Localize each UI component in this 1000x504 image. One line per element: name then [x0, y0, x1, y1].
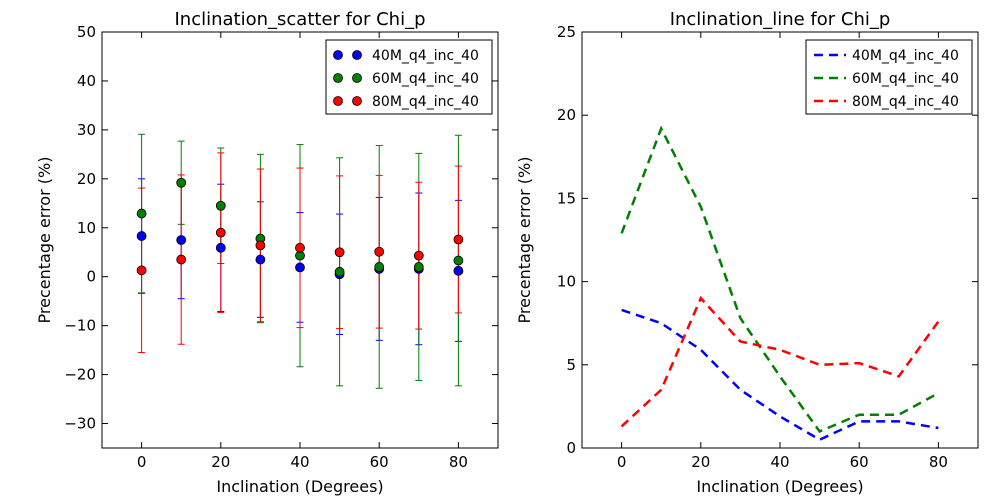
legend-marker	[333, 73, 343, 83]
data-point	[334, 266, 345, 277]
data-point	[374, 246, 385, 257]
data-point	[453, 234, 464, 245]
legend-item: 80M_q4_inc_40	[333, 94, 479, 110]
plot-area	[136, 133, 464, 389]
legend-label: 60M_q4_inc_40	[372, 71, 479, 87]
y-tick-label: 40	[77, 72, 96, 90]
data-point	[176, 177, 187, 188]
data-point	[215, 200, 226, 211]
series-line-80M_q4_inc_40	[620, 295, 940, 428]
x-tick-label: 0	[137, 453, 147, 471]
x-axis-label: Inclination (Degrees)	[696, 477, 863, 496]
y-tick-label: 50	[77, 23, 96, 41]
axes-frame	[581, 31, 979, 449]
legend-item: 60M_q4_inc_40	[333, 71, 479, 87]
legend-item: 80M_q4_inc_40	[814, 94, 959, 110]
series-80M_q4_inc_40-points	[136, 227, 464, 276]
axes-frame	[101, 31, 499, 449]
y-tick-label: −10	[64, 317, 96, 335]
y-tick-label: 0	[566, 439, 576, 457]
x-tick-label: 80	[929, 453, 948, 471]
y-tick-label: 20	[77, 170, 96, 188]
data-point	[295, 242, 305, 253]
y-tick-label: −30	[64, 415, 96, 433]
legend-marker	[352, 50, 362, 60]
y-tick-label: 15	[557, 189, 576, 207]
x-tick-label: 0	[617, 453, 627, 471]
x-tick-label: 40	[290, 453, 309, 471]
series-line-60M_q4_inc_40	[620, 125, 939, 433]
x-tick-label: 80	[449, 453, 468, 471]
data-point	[215, 227, 226, 238]
x-axis-label: Inclination (Degrees)	[216, 477, 383, 496]
x-tick-label: 20	[691, 453, 710, 471]
data-point	[255, 240, 266, 251]
legend-label: 40M_q4_inc_40	[372, 48, 479, 64]
data-point	[255, 254, 266, 265]
data-point	[215, 242, 226, 253]
y-tick-label: 10	[77, 219, 96, 237]
axis-ticks: 0 20 40 60 80 0 5 10 15 20 25	[557, 23, 978, 471]
data-point	[176, 254, 187, 265]
legend-label: 80M_q4_inc_40	[852, 94, 959, 110]
legend-label: 40M_q4_inc_40	[852, 48, 959, 64]
data-point	[295, 262, 305, 273]
plot-area	[620, 125, 940, 442]
data-point	[136, 265, 147, 276]
legend-label: 80M_q4_inc_40	[372, 94, 479, 110]
data-point	[413, 250, 424, 261]
legend: 40M_q4_inc_40 60M_q4_inc_40 80M_q4_inc_40	[325, 39, 493, 115]
data-point	[136, 231, 147, 241]
data-point	[334, 247, 345, 258]
y-tick-label: 5	[566, 356, 576, 374]
data-point	[453, 265, 464, 276]
y-tick-label: 10	[557, 273, 576, 291]
axis-ticks: 0 20 40 60 80 −30 −20 −10 0 10 20 30 40 50	[64, 23, 498, 471]
y-tick-label: 25	[557, 23, 576, 41]
y-axis-label: Precentage error (%)	[35, 157, 54, 324]
data-point	[176, 235, 187, 245]
data-point	[374, 262, 385, 272]
x-tick-label: 60	[370, 453, 389, 471]
x-tick-label: 20	[211, 453, 230, 471]
y-tick-label: 30	[77, 121, 96, 139]
legend-label: 60M_q4_inc_40	[852, 71, 959, 87]
series-60M_q4_inc_40-points	[136, 177, 464, 277]
legend-marker	[352, 73, 362, 83]
legend-item: 40M_q4_inc_40	[814, 48, 959, 64]
y-tick-label: −20	[64, 366, 96, 384]
legend-marker	[333, 50, 343, 60]
line-chart: Inclination_line for Chi_p Inclination (D…	[515, 9, 979, 496]
y-tick-label: 20	[557, 106, 576, 124]
y-tick-label: 0	[86, 268, 96, 286]
legend-marker	[352, 96, 362, 106]
data-point	[453, 255, 464, 266]
legend-item: 40M_q4_inc_40	[333, 48, 479, 64]
chart-title: Inclination_scatter for Chi_p	[174, 9, 425, 30]
x-tick-label: 60	[850, 453, 869, 471]
data-point	[413, 262, 424, 272]
x-tick-label: 40	[770, 453, 789, 471]
legend-item: 60M_q4_inc_40	[814, 71, 959, 87]
y-axis-label: Precentage error (%)	[515, 157, 534, 324]
legend: 40M_q4_inc_40 60M_q4_inc_40 80M_q4_inc_40	[805, 39, 973, 115]
data-point	[136, 208, 147, 219]
chart-title: Inclination_line for Chi_p	[670, 9, 891, 30]
scatter-chart: Inclination_scatter for Chi_p Inclination…	[35, 9, 499, 496]
legend-marker	[333, 96, 343, 106]
